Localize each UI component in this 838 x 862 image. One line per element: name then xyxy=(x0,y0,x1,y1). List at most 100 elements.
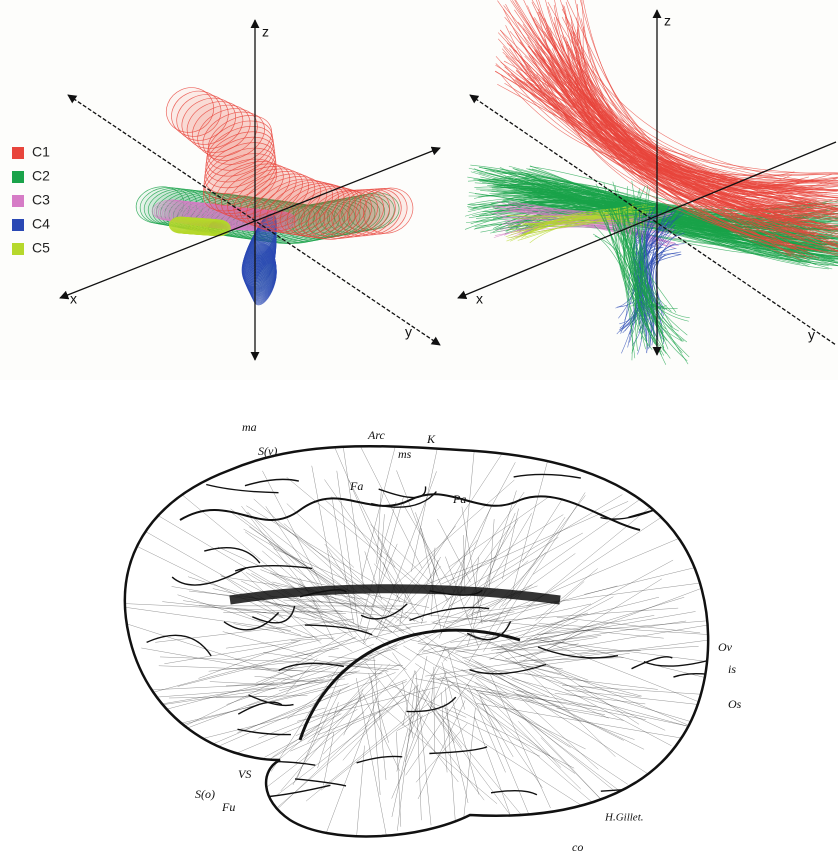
fiber-hatch xyxy=(239,569,321,643)
fiber-hatch xyxy=(403,670,415,725)
legend-label: C2 xyxy=(32,168,50,184)
signature: H.Gillet. xyxy=(604,812,644,824)
fiber-hatch xyxy=(411,450,437,572)
fiber-hatch xyxy=(460,708,475,849)
brain-label: VS xyxy=(238,767,251,781)
brain-label: Pa xyxy=(452,492,466,506)
figure: z x y C1C2C3C4C5 z x y ma S(v) Arc ms K … xyxy=(0,0,838,862)
fiber-hatch xyxy=(534,632,771,663)
fiber-hatch xyxy=(491,621,686,650)
fiber-hatch xyxy=(527,506,679,607)
fiber-hatch xyxy=(402,503,454,592)
fiber-hatch xyxy=(277,697,405,795)
fiber-hatch xyxy=(328,656,375,660)
brain-label: Ov xyxy=(718,640,733,654)
fiber-hatch xyxy=(392,652,454,743)
fiber-hatch xyxy=(475,683,628,785)
axis-label: z xyxy=(262,24,269,40)
brain-label: Os xyxy=(728,697,742,711)
fiber-hatch xyxy=(539,624,763,639)
fiber-hatch xyxy=(371,544,397,609)
fiber-hatch xyxy=(433,515,563,596)
sulcus xyxy=(206,484,278,492)
fiber-hatch xyxy=(513,691,599,770)
fiber-hatch xyxy=(109,706,311,794)
sulcus xyxy=(514,474,581,478)
legend-swatch xyxy=(12,171,24,183)
fiber-hatch xyxy=(254,499,357,592)
fiber-hatch xyxy=(453,684,497,732)
fiber-hatch xyxy=(142,638,356,695)
fiber-hatch xyxy=(416,685,421,820)
brain-label: co xyxy=(572,840,583,854)
fiber-hatch xyxy=(533,477,671,574)
legend-swatch xyxy=(12,243,24,255)
fiber-hatch xyxy=(231,512,392,632)
brain-drawing: ma S(v) Arc ms K Fa Pa Ov is Os VS Fu S(… xyxy=(59,411,782,854)
brain-label: S(v) xyxy=(258,444,277,458)
fiber-hatch xyxy=(77,684,348,748)
cluster-mesh xyxy=(208,220,231,236)
legend-label: C4 xyxy=(32,216,50,232)
fiber-hatch xyxy=(424,557,440,588)
fiber-hatch xyxy=(298,609,369,631)
brain-label: is xyxy=(728,662,736,676)
fiber-hatch xyxy=(438,713,596,814)
fiber-hatch xyxy=(418,700,465,799)
fiber-hatch xyxy=(462,507,482,624)
fiber-hatch xyxy=(449,497,549,568)
axis-label: y xyxy=(808,327,815,343)
fiber-hatch xyxy=(504,636,639,724)
fiber-hatch xyxy=(526,666,665,730)
fiber-hatch xyxy=(501,611,695,644)
fiber-hatch xyxy=(541,738,642,842)
fiber-hatch xyxy=(164,642,297,664)
sulcus xyxy=(204,548,260,563)
sulcus xyxy=(491,791,537,795)
fiber-hatch xyxy=(262,471,330,602)
fiber-hatch xyxy=(392,656,427,817)
fiber-hatch xyxy=(379,537,396,568)
fiber-hatch xyxy=(377,490,382,563)
sulcus xyxy=(147,635,212,656)
legend-swatch xyxy=(12,195,24,207)
axis-label: x xyxy=(70,291,77,307)
fiber-hatch xyxy=(123,519,291,615)
fiber-hatch xyxy=(518,721,561,767)
fiber-hatch xyxy=(142,681,329,708)
brain-label: Fu xyxy=(221,800,235,814)
fiber-hatch xyxy=(434,667,435,754)
sulcus xyxy=(687,776,766,784)
fiber-hatch xyxy=(467,690,550,755)
fiber-hatch xyxy=(291,638,334,641)
sulcus xyxy=(224,612,279,629)
fiber-hatch xyxy=(162,602,266,613)
fiber-hatch xyxy=(323,732,333,785)
fiber-hatch xyxy=(523,597,613,645)
fiber-hatch xyxy=(525,700,634,739)
brain-label: Arc xyxy=(367,428,386,442)
fiber-hatch xyxy=(440,677,586,749)
fiber-hatch xyxy=(264,727,321,758)
fiber-hatch xyxy=(162,478,315,605)
fiber-hatch xyxy=(417,615,655,655)
fiber-hatch xyxy=(474,688,542,788)
sulcus xyxy=(248,762,315,766)
fiber-hatch xyxy=(395,593,429,623)
fiber-hatch xyxy=(406,674,475,775)
fiber-hatch xyxy=(255,636,356,686)
brain-label: ms xyxy=(398,447,412,461)
brain-label: K xyxy=(426,432,436,446)
sulcus xyxy=(644,660,710,666)
fiber-hatch xyxy=(160,708,325,749)
fiber-hatch xyxy=(233,624,312,639)
fiber-hatch xyxy=(160,657,403,666)
fiber-hatch xyxy=(59,688,276,704)
fiber-hatch xyxy=(313,601,333,640)
brain-label: Fa xyxy=(349,479,363,493)
fiber-hatch xyxy=(506,491,670,626)
fiber-hatch xyxy=(415,663,575,773)
fiber-hatch xyxy=(392,671,447,799)
fiber-hatch xyxy=(452,707,574,768)
axis-label: y xyxy=(405,324,412,340)
